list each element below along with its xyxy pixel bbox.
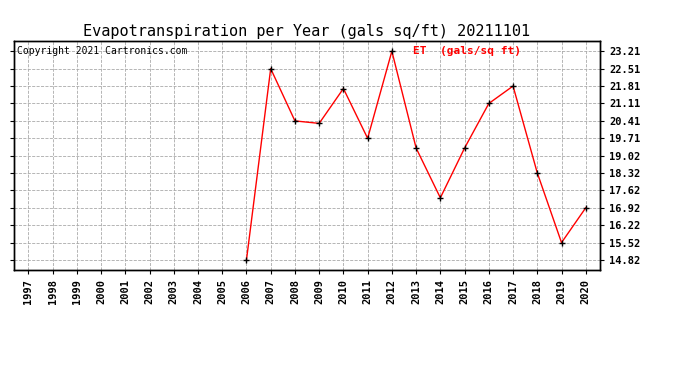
Title: Evapotranspiration per Year (gals sq/ft) 20211101: Evapotranspiration per Year (gals sq/ft)… <box>83 24 531 39</box>
Text: ET  (gals/sq ft): ET (gals/sq ft) <box>413 46 521 56</box>
Text: Copyright 2021 Cartronics.com: Copyright 2021 Cartronics.com <box>17 46 187 56</box>
